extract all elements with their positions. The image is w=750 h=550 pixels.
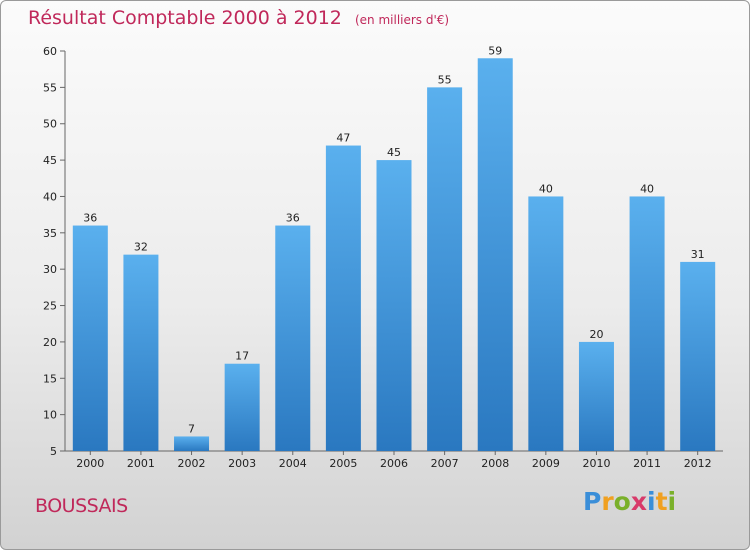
logo-letter: r — [601, 487, 614, 516]
bar — [72, 225, 108, 451]
bar-value-label: 31 — [691, 248, 705, 261]
bar — [224, 363, 260, 451]
x-tick-label: 2006 — [380, 457, 408, 470]
y-tick-label: 25 — [43, 300, 57, 313]
bar — [477, 58, 513, 451]
x-tick-label: 2007 — [431, 457, 459, 470]
x-tick-label: 2003 — [228, 457, 256, 470]
chart-subtitle: (en milliers d'€) — [354, 13, 450, 27]
chart-title: Résultat Comptable 2000 à 2012 (en milli… — [28, 7, 449, 29]
logo-letter: t — [655, 487, 668, 516]
y-tick-label: 5 — [50, 445, 57, 458]
bar-value-label: 32 — [134, 241, 148, 254]
bar-value-label: 40 — [640, 182, 654, 195]
y-tick-label: 15 — [43, 372, 57, 385]
x-tick-label: 2011 — [633, 457, 661, 470]
bar-value-label: 45 — [387, 146, 401, 159]
bar — [528, 196, 564, 451]
bar — [275, 225, 311, 451]
x-tick-label: 2004 — [279, 457, 307, 470]
bar — [376, 160, 412, 451]
x-tick-label: 2001 — [127, 457, 155, 470]
logo-letter: i — [667, 487, 677, 516]
y-tick-label: 40 — [43, 190, 57, 203]
bar — [123, 254, 159, 451]
logo-letter: o — [613, 487, 631, 516]
logo-letter: i — [647, 487, 656, 516]
commune-name: BOUSSAIS — [35, 495, 128, 517]
y-tick-label: 45 — [43, 154, 57, 167]
bar — [174, 436, 210, 451]
proxiti-logo: Proxiti — [583, 487, 676, 516]
x-tick-label: 2005 — [329, 457, 357, 470]
bar-value-label: 20 — [589, 328, 603, 341]
chart-bars: 36 32 7 17 36 47 45 55 59 40 20 40 31 — [72, 44, 716, 451]
bar — [578, 341, 614, 451]
x-tick-label: 2008 — [481, 457, 509, 470]
bar-value-label: 17 — [235, 350, 249, 363]
y-tick-label: 60 — [43, 45, 57, 58]
x-tick-label: 2009 — [532, 457, 560, 470]
bar-value-label: 59 — [488, 44, 502, 57]
logo-letter: x — [630, 487, 647, 516]
y-tick-label: 55 — [43, 81, 57, 94]
x-tick-label: 2002 — [178, 457, 206, 470]
bar — [680, 261, 716, 451]
bar-value-label: 36 — [83, 212, 97, 225]
bar — [427, 87, 463, 451]
bar-value-label: 47 — [336, 132, 350, 145]
x-tick-label: 2012 — [684, 457, 712, 470]
bar-value-label: 55 — [438, 73, 452, 86]
bar-value-label: 36 — [286, 212, 300, 225]
bar — [325, 145, 361, 451]
bar-value-label: 40 — [539, 182, 553, 195]
bar — [629, 196, 665, 451]
logo-letter: P — [583, 487, 602, 516]
bar-value-label: 7 — [188, 422, 195, 435]
x-tick-label: 2000 — [76, 457, 104, 470]
chart-title-main: Résultat Comptable 2000 à 2012 — [28, 7, 342, 29]
y-tick-label: 50 — [43, 118, 57, 131]
y-tick-label: 10 — [43, 409, 57, 422]
x-tick-label: 2010 — [582, 457, 610, 470]
y-tick-label: 30 — [43, 263, 57, 276]
y-tick-label: 20 — [43, 336, 57, 349]
y-tick-label: 35 — [43, 227, 57, 240]
